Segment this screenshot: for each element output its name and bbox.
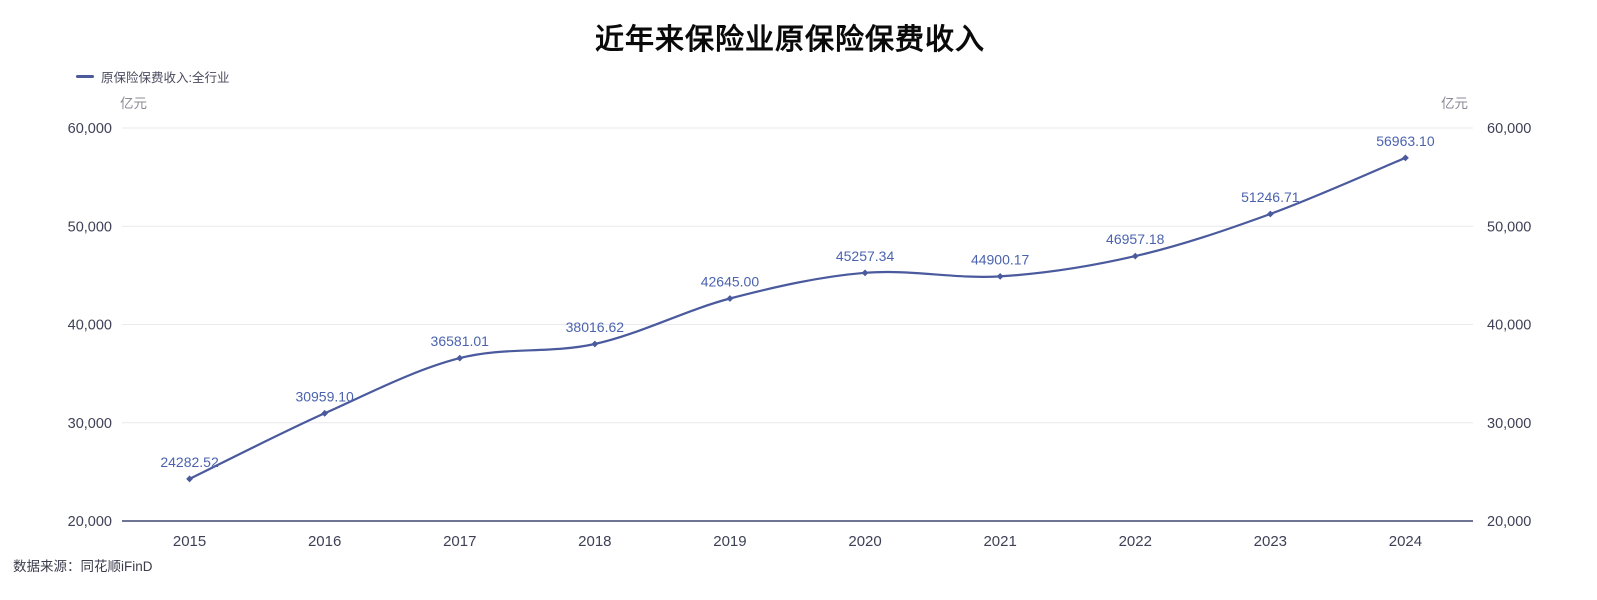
legend-label: 原保险保费收入:全行业 xyxy=(101,71,230,85)
x-tick-label: 2017 xyxy=(443,533,476,550)
data-point-2023 xyxy=(1266,210,1274,218)
x-tick-label: 2021 xyxy=(983,533,1016,550)
y-tick-label-right: 60,000 xyxy=(1487,121,1531,137)
legend-line-marker xyxy=(76,75,94,78)
x-tick-label: 2018 xyxy=(578,533,611,550)
x-tick-label: 2022 xyxy=(1119,533,1152,550)
y-tick-label-right: 50,000 xyxy=(1487,219,1531,235)
legend[interactable]: 原保险保费收入:全行业 xyxy=(76,67,229,86)
y-tick-label-left: 60,000 xyxy=(68,121,112,137)
data-label-2022: 46957.18 xyxy=(1106,231,1165,247)
y-tick-label-right: 30,000 xyxy=(1487,416,1531,432)
data-label-2015: 24282.52 xyxy=(160,454,219,470)
data-label-2024: 56963.10 xyxy=(1376,133,1435,149)
data-point-2024 xyxy=(1402,154,1409,162)
series-line xyxy=(188,156,1407,481)
x-tick-label: 2015 xyxy=(173,533,206,550)
data-point-2015 xyxy=(186,475,193,483)
data-label-2021: 44900.17 xyxy=(971,251,1030,267)
x-tick-label: 2024 xyxy=(1389,533,1422,550)
x-tick-label: 2023 xyxy=(1254,533,1287,550)
data-point-2016 xyxy=(321,409,329,417)
data-label-2016: 30959.10 xyxy=(295,388,354,404)
y-tick-label-left: 50,000 xyxy=(68,219,112,235)
data-point-2017 xyxy=(456,354,464,362)
data-label-2020: 45257.34 xyxy=(836,248,895,264)
data-label-2019: 42645.00 xyxy=(701,274,760,290)
x-axis-labels: 2015 2016 2017 2018 2019 2020 2021 2022 2023 2024 xyxy=(173,533,1422,550)
y-tick-label-left: 20,000 xyxy=(68,514,112,530)
y-tick-label-right: 20,000 xyxy=(1487,514,1531,530)
x-tick-label: 2019 xyxy=(713,533,746,550)
y-axis-unit-right: 亿元 xyxy=(1441,96,1468,111)
data-point-2019 xyxy=(726,295,734,302)
data-source-note: 数据来源：同花顺iFinD xyxy=(13,559,153,574)
y-tick-label-right: 40,000 xyxy=(1487,318,1531,334)
grid-and-axes: 20,000 20,000 30,000 30,000 40,000 40,000 50,0… xyxy=(68,121,1532,530)
data-label-2023: 51246.71 xyxy=(1241,189,1300,205)
chart-title: 近年来保险业原保险保费收入 xyxy=(594,24,985,56)
data-points: 24282.52 30959.10 36581.01 38016.62 42645.00… xyxy=(160,133,1435,483)
data-point-2022 xyxy=(1131,252,1139,260)
data-point-2021 xyxy=(996,272,1004,280)
data-point-2020 xyxy=(861,269,869,277)
y-axis-unit-left: 亿元 xyxy=(120,96,147,111)
data-label-2017: 36581.01 xyxy=(431,333,490,349)
x-tick-label: 2020 xyxy=(848,533,881,550)
y-tick-label-left: 40,000 xyxy=(68,318,112,334)
data-point-2018 xyxy=(591,340,599,348)
data-label-2018: 38016.62 xyxy=(566,319,625,335)
y-tick-label-left: 30,000 xyxy=(68,416,112,432)
x-tick-label: 2016 xyxy=(308,533,341,550)
